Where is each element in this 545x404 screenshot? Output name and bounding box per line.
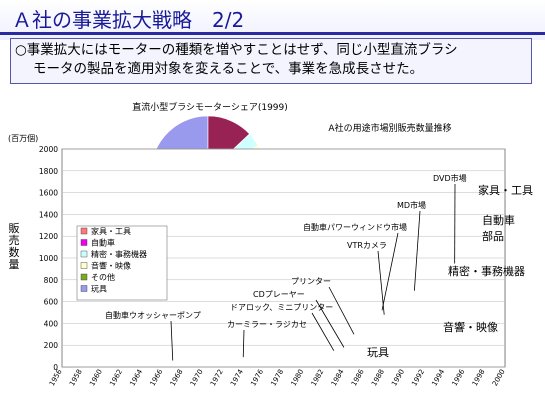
area-label: 家具・工具 bbox=[478, 183, 533, 197]
x-tick-label: 2000 bbox=[491, 368, 507, 387]
legend-label: その他 bbox=[91, 272, 115, 282]
legend-label: 玩具 bbox=[91, 285, 107, 294]
legend-swatch bbox=[80, 239, 88, 246]
x-tick-label: 1986 bbox=[350, 368, 366, 388]
y-tick-label: 1800 bbox=[39, 167, 58, 176]
annotation-label: ドアロック、ミニプリンター bbox=[230, 303, 333, 312]
x-tick-label: 1984 bbox=[330, 368, 346, 388]
annotation-arrow bbox=[311, 312, 335, 351]
x-tick-label: 1960 bbox=[88, 368, 104, 387]
area-label: 玩具 bbox=[367, 346, 389, 359]
y-tick-label: 600 bbox=[44, 298, 59, 307]
x-tick-label: 1974 bbox=[229, 368, 245, 388]
y-unit-label: (百万個) bbox=[8, 133, 38, 143]
y-tick-label: 200 bbox=[44, 341, 59, 350]
page-title: Ａ社の事業拡大戦略 2/2 bbox=[12, 8, 245, 32]
x-tick-label: 1956 bbox=[48, 368, 64, 388]
area-label: 部品 bbox=[482, 229, 504, 243]
legend-label: 精密・事務機器 bbox=[91, 249, 147, 259]
legend-label: 自動車 bbox=[91, 238, 115, 248]
message-box: ○事業拡大にはモーターの種類を増やすことはせず、同じ小型直流ブラシ モータの製品… bbox=[10, 38, 532, 84]
annotation-arrow bbox=[328, 286, 355, 335]
y-label-char: 販 bbox=[9, 222, 20, 235]
x-tick-label: 1970 bbox=[189, 368, 205, 387]
area-label: 自動車 bbox=[482, 213, 515, 227]
annotation-label: 自動車パワーウィンドウ市場 bbox=[303, 222, 407, 232]
y-tick-label: 1600 bbox=[39, 189, 58, 198]
y-tick-label: 800 bbox=[44, 276, 59, 285]
legend-label: 家具・工具 bbox=[91, 226, 131, 236]
y-tick-label: 400 bbox=[44, 319, 59, 328]
annotation-label: CDプレーヤー bbox=[253, 290, 305, 299]
legend-swatch bbox=[80, 250, 88, 258]
legend-swatch bbox=[80, 285, 88, 292]
legend-box bbox=[76, 225, 168, 301]
x-tick-label: 1966 bbox=[149, 368, 165, 388]
area-chart-title: A社の用途市場別販売数量推移 bbox=[328, 122, 451, 134]
title-rule bbox=[0, 32, 545, 35]
x-tick-label: 1964 bbox=[128, 368, 144, 388]
annotation-label: 自動車ウオッシャーポンプ bbox=[105, 310, 201, 320]
annotation-arrow bbox=[381, 232, 399, 311]
y-label-char: 数 bbox=[9, 246, 20, 259]
x-tick-label: 1998 bbox=[471, 368, 487, 387]
pie-title: 直流小型ブラシモーターシェア(1999) bbox=[132, 101, 288, 113]
area-label: 精密・事務機器 bbox=[448, 264, 525, 278]
legend-label: 音響・映像 bbox=[91, 261, 131, 271]
x-tick-label: 1972 bbox=[209, 368, 225, 387]
legend-swatch bbox=[80, 273, 88, 281]
y-label-char: 量 bbox=[9, 258, 20, 271]
x-tick-label: 1978 bbox=[269, 368, 285, 387]
x-tick-label: 1968 bbox=[169, 368, 185, 387]
x-tick-label: 1980 bbox=[290, 368, 306, 387]
annotation-label: プリンター bbox=[291, 277, 331, 286]
x-tick-label: 1982 bbox=[310, 368, 326, 387]
annotation-arrow bbox=[315, 299, 345, 348]
x-tick-label: 1988 bbox=[370, 368, 386, 387]
x-tick-label: 1994 bbox=[430, 368, 446, 388]
y-tick-label: 0 bbox=[53, 363, 58, 372]
y-tick-label: 1000 bbox=[39, 254, 58, 263]
annotation-label: MD市場 bbox=[397, 200, 426, 210]
y-axis-label: 販売数量 bbox=[9, 222, 20, 271]
annotation-arrow bbox=[242, 329, 245, 358]
annotation-label: DVD市場 bbox=[433, 173, 467, 183]
annotation-label: VTRカメラ bbox=[347, 241, 387, 250]
legend-swatch bbox=[80, 227, 88, 235]
x-tick-label: 1976 bbox=[249, 368, 265, 388]
y-label-char: 売 bbox=[9, 234, 20, 247]
legend-swatch bbox=[80, 262, 88, 269]
x-tick-label: 1992 bbox=[410, 368, 426, 387]
annotation-label: カーミラー・ラジカセ bbox=[227, 320, 307, 329]
x-tick-label: 1962 bbox=[108, 368, 124, 387]
y-tick-label: 2000 bbox=[39, 145, 58, 154]
area-label: 音響・映像 bbox=[443, 320, 498, 334]
y-tick-label: 1200 bbox=[39, 232, 58, 241]
x-tick-label: 1996 bbox=[451, 368, 467, 388]
y-tick-label: 1400 bbox=[39, 210, 58, 219]
x-tick-label: 1990 bbox=[390, 368, 406, 387]
annotation-arrow bbox=[413, 210, 421, 291]
annotation-arrow bbox=[170, 320, 174, 361]
message-line-2: モータの製品を適用対象を変えることで、事業を急成長させた。 bbox=[33, 61, 424, 77]
message-line-1: ○事業拡大にはモーターの種類を増やすことはせず、同じ小型直流ブラシ bbox=[15, 42, 458, 58]
x-tick-label: 1958 bbox=[68, 368, 84, 387]
